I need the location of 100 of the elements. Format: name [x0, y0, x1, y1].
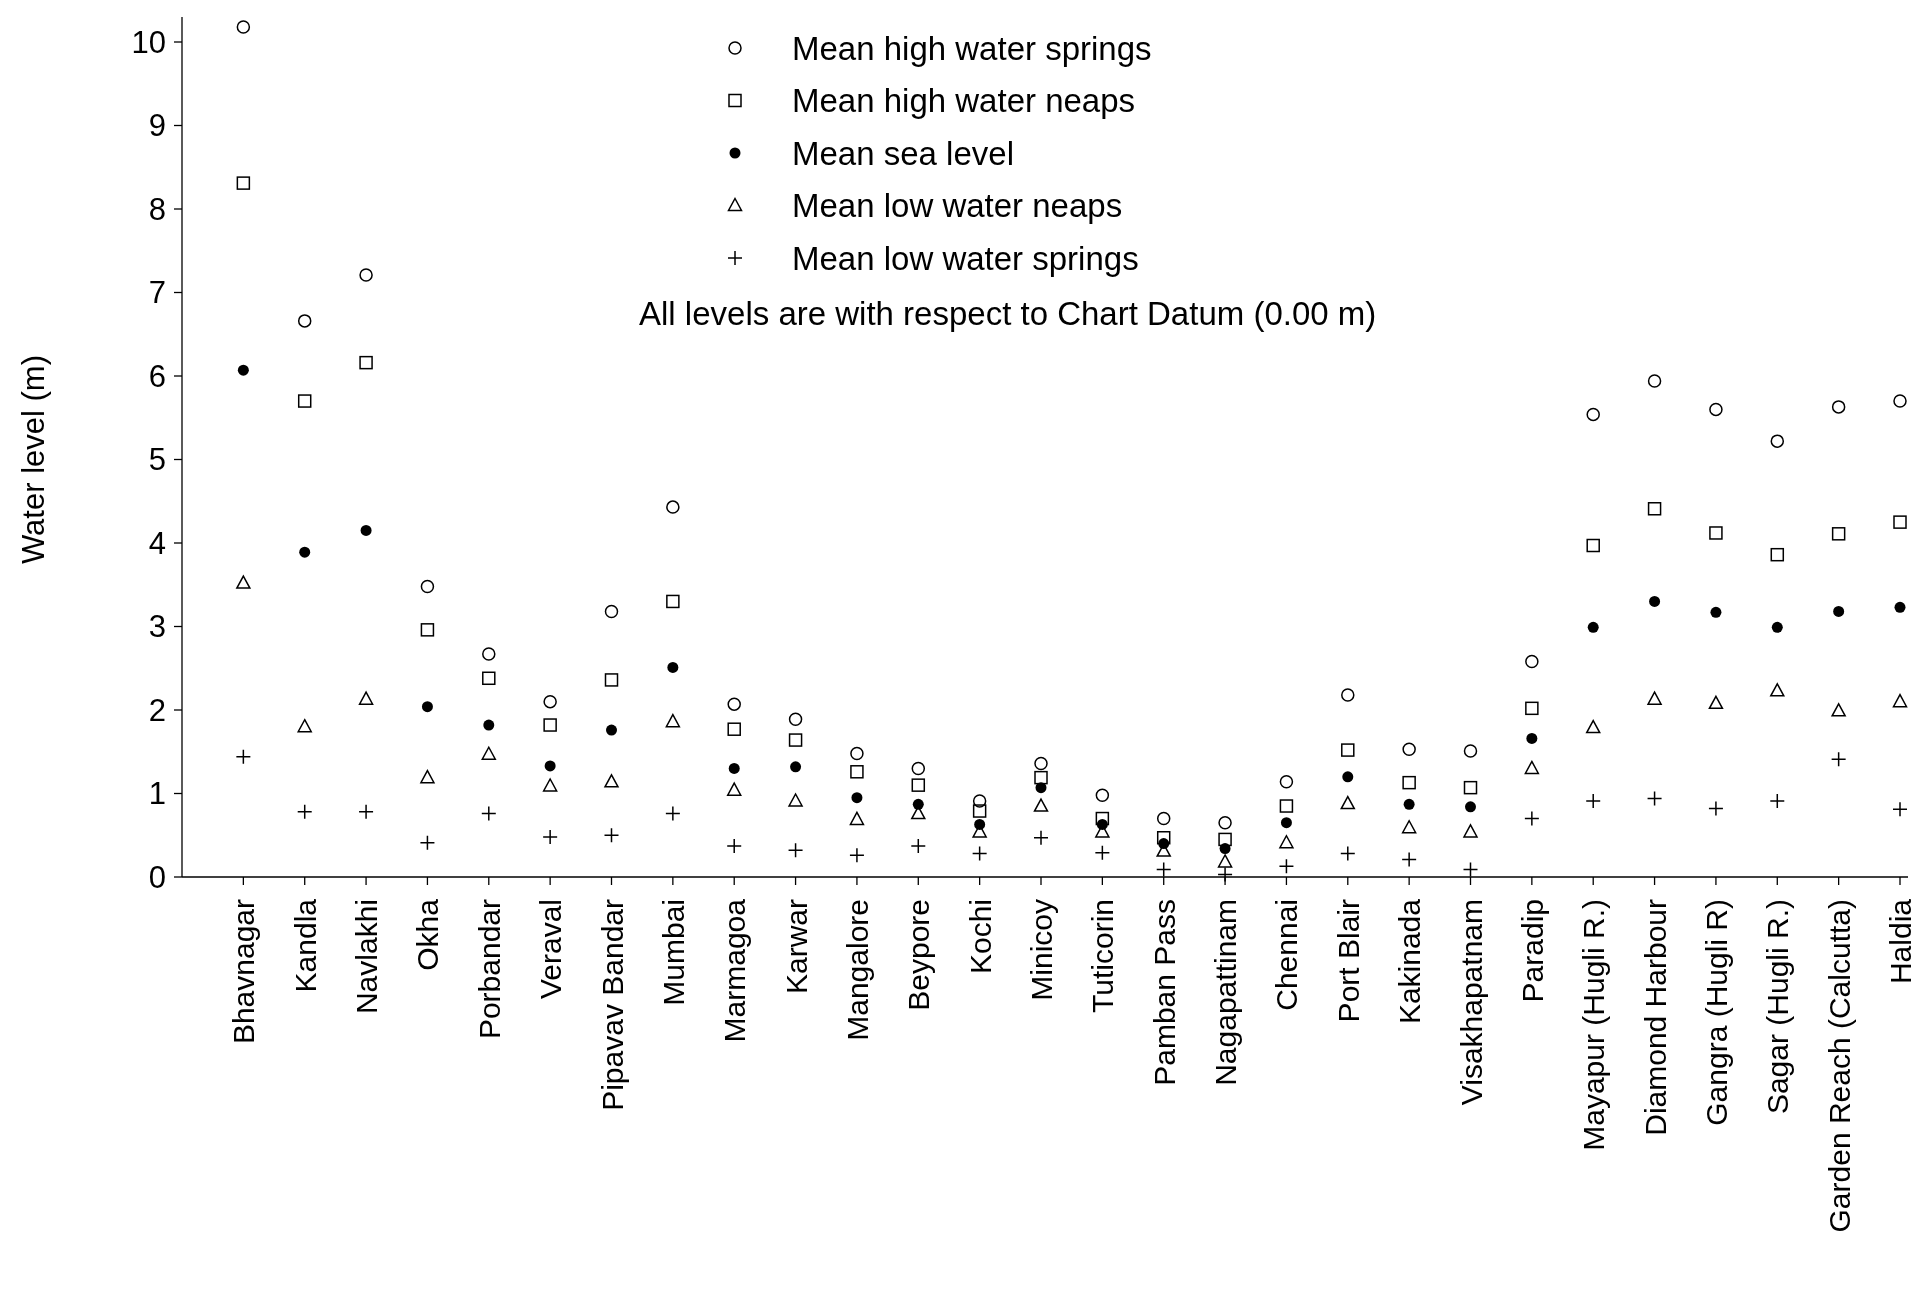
point	[297, 718, 312, 733]
x-tick-label: Kandla	[288, 898, 322, 993]
point	[1894, 601, 1906, 613]
point	[1833, 605, 1845, 617]
legend-label: Mean sea level	[792, 134, 1014, 172]
point	[1034, 756, 1048, 771]
point	[1893, 515, 1907, 529]
point	[1770, 547, 1785, 562]
point	[727, 722, 741, 736]
point	[1463, 744, 1478, 758]
point	[421, 701, 433, 713]
point	[1646, 790, 1663, 807]
x-tick-label: Marmagoa	[718, 898, 752, 1043]
point	[1095, 811, 1110, 826]
point	[787, 842, 804, 859]
point	[296, 804, 313, 820]
point	[1463, 780, 1478, 795]
point	[482, 647, 496, 661]
point	[849, 847, 865, 864]
point	[543, 694, 557, 709]
x-tick-label: Navlakhi	[350, 899, 384, 1015]
point	[1280, 817, 1292, 829]
y-tick-label: 3	[148, 609, 166, 645]
point	[1524, 760, 1540, 775]
point	[542, 829, 558, 845]
x-tick-label: Mayapur (Hugli R.)	[1577, 899, 1611, 1151]
point	[667, 661, 679, 673]
point	[1279, 775, 1294, 789]
y-axis-title: Water level (m)	[16, 355, 51, 564]
point	[1892, 801, 1908, 818]
x-tick-label: Kochi	[963, 899, 997, 975]
x-tick-label: Nagapattinam	[1209, 899, 1243, 1086]
point	[972, 804, 987, 818]
point	[1831, 400, 1846, 414]
x-tick-label: Kakinada	[1393, 898, 1427, 1025]
point	[1217, 866, 1233, 883]
point	[1647, 502, 1662, 516]
point	[237, 364, 249, 376]
point	[1649, 595, 1661, 607]
point	[297, 314, 312, 328]
point	[1585, 719, 1601, 734]
point	[1708, 800, 1724, 817]
point	[420, 623, 435, 637]
point	[728, 762, 740, 774]
point	[1341, 743, 1355, 757]
y-tick-label: 1	[148, 776, 166, 812]
x-tick-label: Garden Reach (Calcutta)	[1822, 899, 1856, 1233]
x-tick-label: Minicoy	[1025, 899, 1058, 1001]
point	[665, 805, 681, 822]
y-tick-label: 2	[148, 692, 166, 728]
point	[1893, 394, 1907, 408]
point	[359, 268, 373, 282]
point	[1156, 831, 1171, 845]
point	[849, 811, 865, 826]
point	[1217, 854, 1233, 868]
point	[358, 804, 374, 820]
point	[1770, 434, 1785, 448]
legend-label: Mean low water springs	[792, 239, 1139, 277]
point	[1463, 824, 1478, 838]
point	[727, 697, 741, 711]
legend-label: Mean high water neaps	[792, 82, 1136, 120]
y-tick-label: 10	[131, 24, 166, 60]
point	[910, 838, 927, 854]
point	[1278, 858, 1295, 874]
point	[971, 845, 988, 862]
point	[726, 782, 742, 796]
point	[1341, 688, 1355, 702]
point	[666, 594, 680, 609]
point	[1218, 832, 1232, 847]
point	[1771, 621, 1783, 633]
point	[1831, 703, 1846, 717]
point	[1587, 621, 1599, 633]
point	[1402, 775, 1416, 790]
x-tick-label: Paradip	[1515, 899, 1549, 1003]
point	[358, 691, 374, 705]
point	[297, 394, 312, 408]
point	[1279, 799, 1294, 813]
point	[1647, 374, 1662, 388]
point	[1033, 830, 1049, 846]
point	[1279, 835, 1294, 849]
point	[1034, 770, 1048, 785]
point	[542, 778, 558, 792]
point	[911, 778, 926, 792]
legend-label: Mean low water neaps	[792, 187, 1123, 225]
x-tick-label: Bhavnagar	[227, 898, 261, 1045]
x-tick-label: Mangalore	[840, 899, 874, 1041]
point	[1035, 782, 1047, 794]
x-tick-label: Diamond Harbour	[1638, 898, 1672, 1136]
x-tick-label: Pipavav Bandar	[595, 899, 629, 1111]
point	[1340, 795, 1356, 810]
point	[1892, 693, 1908, 708]
x-tick-label: Karwar	[779, 899, 813, 995]
point	[1094, 845, 1111, 861]
y-tick-label: 6	[148, 358, 166, 394]
point	[1095, 788, 1110, 802]
point	[1769, 793, 1786, 809]
point	[236, 575, 251, 589]
x-tick-label: Okha	[411, 898, 445, 971]
y-tick-label: 9	[148, 108, 166, 144]
point	[235, 749, 252, 765]
